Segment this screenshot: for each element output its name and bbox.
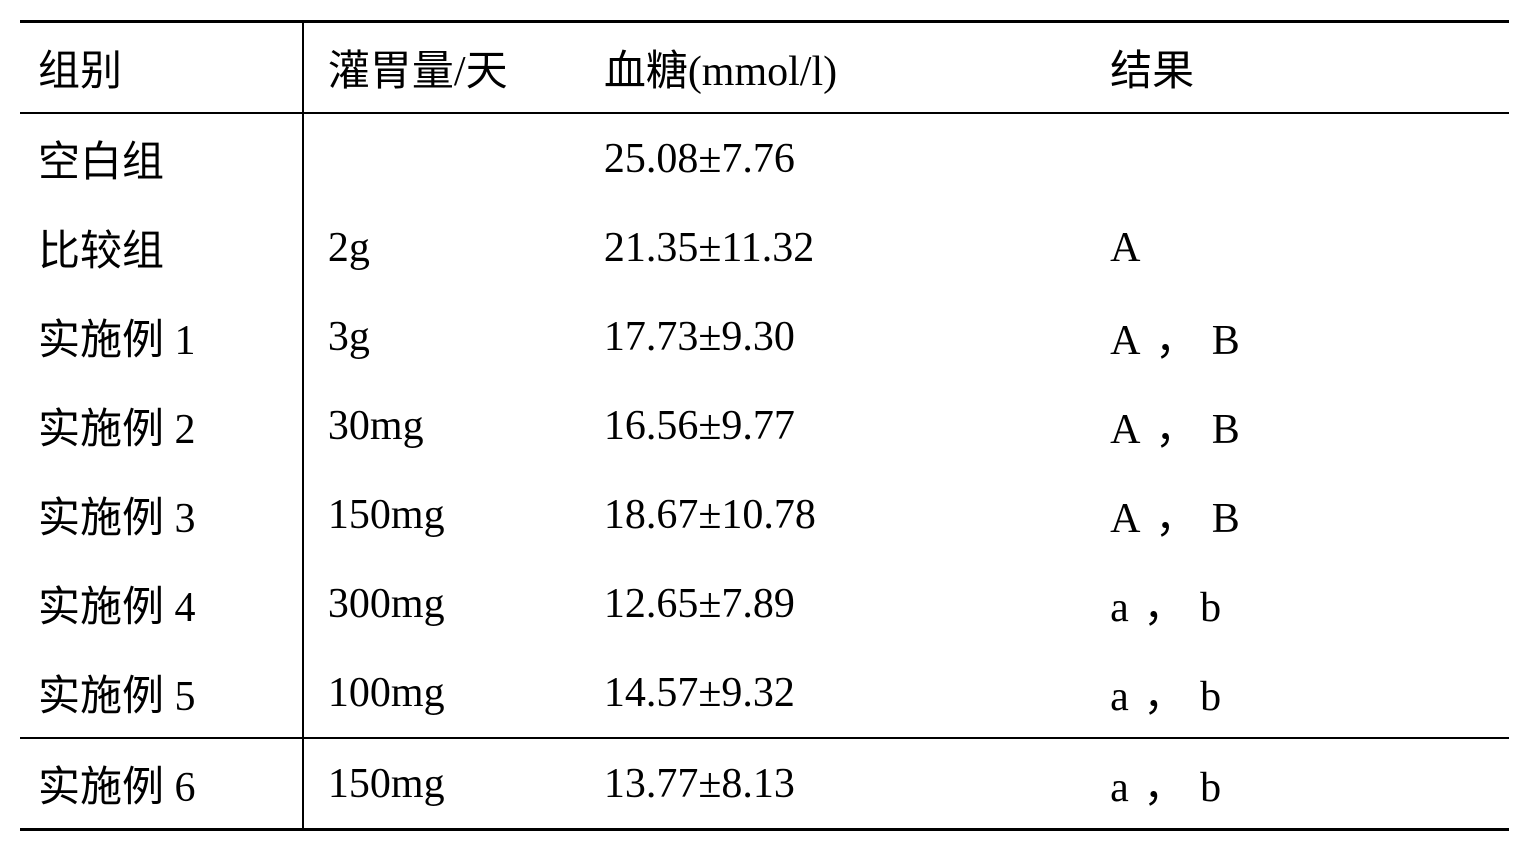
cell-dose: 150mg <box>303 738 586 830</box>
cell-result: A，B <box>1092 292 1509 381</box>
cell-result: A，B <box>1092 470 1509 559</box>
cell-dose: 30mg <box>303 381 586 470</box>
col-header-result: 结果 <box>1092 22 1509 114</box>
cell-glucose: 21.35±11.32 <box>586 203 1092 292</box>
cell-dose: 100mg <box>303 648 586 738</box>
cell-glucose: 17.73±9.30 <box>586 292 1092 381</box>
cell-group: 空白组 <box>20 113 303 203</box>
cell-group: 实施例 1 <box>20 292 303 381</box>
table-header-row: 组别 灌胃量/天 血糖(mmol/l) 结果 <box>20 22 1509 114</box>
table-row: 实施例 3 150mg 18.67±10.78 A，B <box>20 470 1509 559</box>
cell-result: a，b <box>1092 559 1509 648</box>
cell-glucose: 14.57±9.32 <box>586 648 1092 738</box>
table-row: 实施例 6 150mg 13.77±8.13 a，b <box>20 738 1509 830</box>
table-row: 实施例 5 100mg 14.57±9.32 a，b <box>20 648 1509 738</box>
table-row: 实施例 4 300mg 12.65±7.89 a，b <box>20 559 1509 648</box>
cell-glucose: 25.08±7.76 <box>586 113 1092 203</box>
table-row: 实施例 1 3g 17.73±9.30 A，B <box>20 292 1509 381</box>
cell-group: 比较组 <box>20 203 303 292</box>
data-table-container: 组别 灌胃量/天 血糖(mmol/l) 结果 空白组 25.08±7.76 比较… <box>20 20 1509 831</box>
cell-glucose: 18.67±10.78 <box>586 470 1092 559</box>
cell-dose: 2g <box>303 203 586 292</box>
cell-group: 实施例 4 <box>20 559 303 648</box>
cell-group: 实施例 3 <box>20 470 303 559</box>
table-row: 实施例 2 30mg 16.56±9.77 A，B <box>20 381 1509 470</box>
col-header-dose: 灌胃量/天 <box>303 22 586 114</box>
cell-result: A <box>1092 203 1509 292</box>
cell-dose: 150mg <box>303 470 586 559</box>
col-header-glucose: 血糖(mmol/l) <box>586 22 1092 114</box>
table-row: 比较组 2g 21.35±11.32 A <box>20 203 1509 292</box>
cell-glucose: 13.77±8.13 <box>586 738 1092 830</box>
cell-result <box>1092 113 1509 203</box>
col-header-group: 组别 <box>20 22 303 114</box>
cell-glucose: 12.65±7.89 <box>586 559 1092 648</box>
cell-dose: 3g <box>303 292 586 381</box>
cell-group: 实施例 2 <box>20 381 303 470</box>
cell-dose: 300mg <box>303 559 586 648</box>
cell-glucose: 16.56±9.77 <box>586 381 1092 470</box>
cell-group: 实施例 6 <box>20 738 303 830</box>
cell-result: a，b <box>1092 648 1509 738</box>
data-table: 组别 灌胃量/天 血糖(mmol/l) 结果 空白组 25.08±7.76 比较… <box>20 20 1509 831</box>
cell-result: A，B <box>1092 381 1509 470</box>
table-row: 空白组 25.08±7.76 <box>20 113 1509 203</box>
cell-group: 实施例 5 <box>20 648 303 738</box>
cell-dose <box>303 113 586 203</box>
cell-result: a，b <box>1092 738 1509 830</box>
